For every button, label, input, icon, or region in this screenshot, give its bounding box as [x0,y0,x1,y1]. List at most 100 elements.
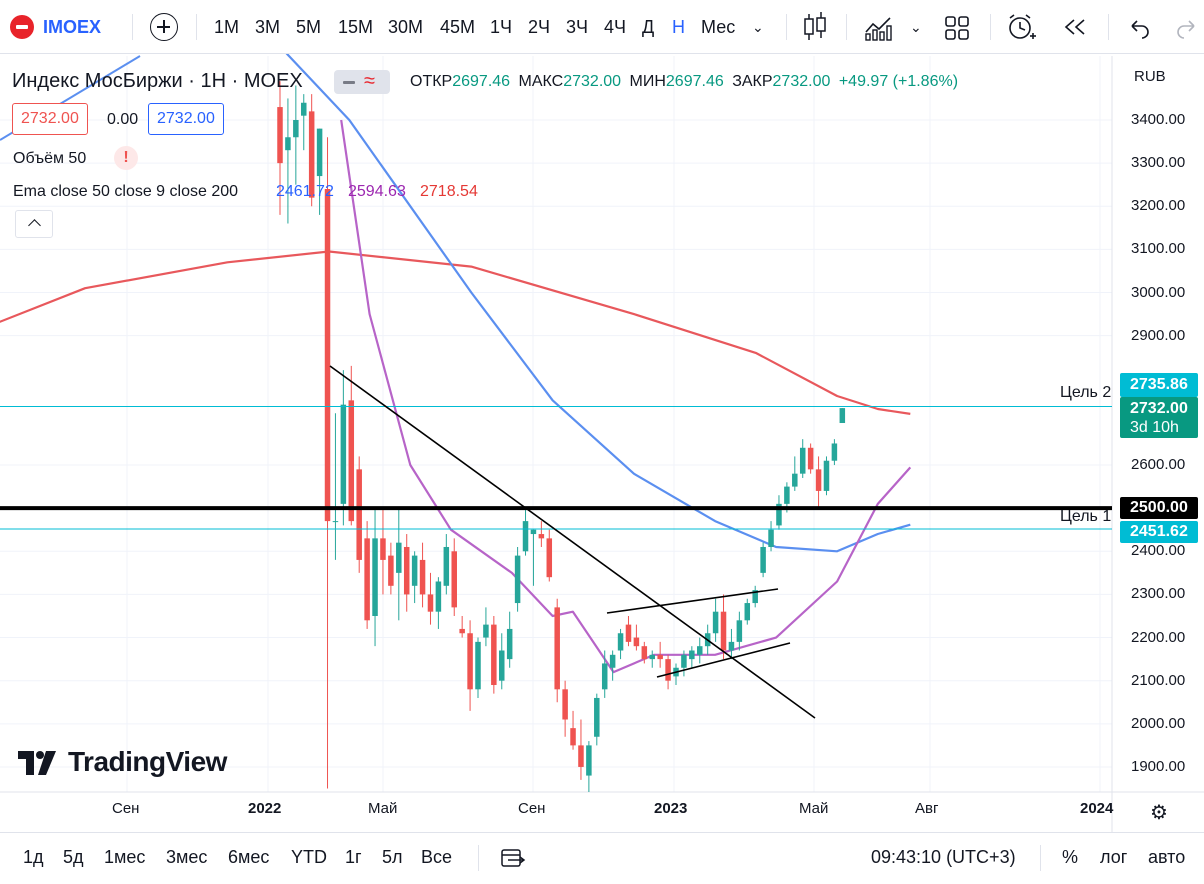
candle-body [657,654,663,660]
chart-mode-pill[interactable]: ≈ [334,70,390,94]
buy-button[interactable]: 2732.00 [148,103,224,135]
range-5[interactable]: YTD [291,847,327,867]
candles-style-icon[interactable] [800,10,830,44]
interval-4[interactable]: 30М [388,17,424,37]
time-axis-label: 2024 [1080,800,1114,817]
bottom-bar: 1д 5д 1мес 3мес 6мес YTD 1г 5л Все 09:43:10 (UTC… [0,832,1204,884]
change-value: +49.97 (+1.86%) [838,73,959,90]
interval-10[interactable]: Д [642,17,655,37]
candle-body [594,697,600,737]
candle-body [459,628,465,634]
warning-icon[interactable]: ! [114,146,138,170]
range-3[interactable]: 3мес [166,847,208,867]
close-label: ЗАКР [732,73,773,90]
volume-label[interactable]: Объём 50 [13,150,87,167]
alert-clock-icon[interactable] [1004,10,1038,44]
target2-label[interactable]: Цель 2 [1060,384,1112,401]
range-6[interactable]: 1г [345,847,362,867]
add-symbol-button[interactable] [150,13,178,41]
high-value: 2732.00 [563,73,622,90]
date-range-icon[interactable] [498,845,526,871]
ema200-line [0,250,911,415]
candle-body [760,546,766,573]
candle-body [403,546,410,595]
ema9-value: 2594.63 [348,183,406,200]
range-4[interactable]: 6мес [228,847,270,867]
interval-1[interactable]: 3М [255,17,281,37]
ema-label[interactable]: Ema close 50 close 9 close 200 [13,183,239,200]
candle-body [752,590,758,604]
interval-6[interactable]: 1Ч [490,17,513,37]
undo-icon[interactable] [1124,10,1154,44]
candle-body [435,581,442,612]
ema9-curve [340,119,912,674]
candle [388,542,394,595]
indicators-icon[interactable] [862,10,896,44]
candle-body [538,534,545,539]
interval-11[interactable]: Н [672,17,685,37]
price-chart[interactable] [0,0,1204,832]
candle [372,508,378,647]
candle-body [380,538,386,560]
candle-body [514,555,521,604]
candle [435,577,442,629]
candle [586,741,592,792]
price-axis-label: 2900.00 [1131,326,1186,344]
range-0[interactable]: 1д [23,847,44,867]
candle [823,456,830,496]
chevron-up-icon [28,219,41,232]
ema200-value: 2718.54 [420,183,478,200]
candle-body [799,447,806,474]
interval-12[interactable]: Мес [701,17,736,37]
candle-body [665,659,671,681]
candle-body [554,607,560,690]
auto-toggle[interactable]: авто [1148,847,1186,867]
interval-2[interactable]: 5М [296,17,322,37]
interval-9[interactable]: 4Ч [604,17,627,37]
candle-body [807,447,814,470]
candle [285,98,291,224]
range-2[interactable]: 1мес [104,847,146,867]
chevron-down-icon[interactable]: ⌄ [910,19,922,35]
log-toggle[interactable]: лог [1100,847,1128,867]
currency-label[interactable]: RUB [1134,68,1166,85]
interval-5[interactable]: 45М [440,17,476,37]
candle-body [372,538,378,616]
chart-title[interactable]: Индекс МосБиржи · 1Н · MOEX [12,70,303,92]
interval-0[interactable]: 1М [214,17,240,37]
interval-7[interactable]: 2Ч [528,17,551,37]
target1-label[interactable]: Цель 1 [1060,508,1112,525]
range-1[interactable]: 5д [63,847,84,867]
redo-icon[interactable] [1172,10,1202,44]
candle [649,650,655,668]
collapse-legend-button[interactable] [15,210,53,238]
candle [403,534,410,612]
range-7[interactable]: 5л [382,847,403,867]
chevron-down-icon[interactable]: ⌄ [752,19,764,35]
ema50-line [136,0,911,553]
candle-body [617,633,624,651]
time-axis-label: Авг [915,800,939,817]
candle [459,615,465,638]
candle [316,128,323,215]
interval-8[interactable]: 3Ч [566,17,589,37]
symbol-search[interactable]: IMOEX [10,14,101,40]
percent-toggle[interactable]: % [1062,847,1079,867]
candle [451,538,457,616]
clock-time[interactable]: 09:43:10 (UTC+3) [871,847,1016,867]
layout-grid-icon[interactable] [942,10,972,44]
candle-body [601,663,608,690]
interval-3[interactable]: 15М [338,17,374,37]
low-value: 2697.46 [665,73,724,90]
candle-body [443,546,450,586]
range-8[interactable]: Все [421,847,453,867]
candle-body [768,529,774,547]
candle [657,641,663,668]
settings-gear-icon[interactable]: ⚙ [1150,802,1168,824]
candle-body [839,408,846,424]
replay-icon[interactable] [1060,10,1090,44]
candle-body [776,503,782,526]
candle [712,598,719,642]
price-axis-label: 2000.00 [1131,714,1186,732]
sell-button[interactable]: 2732.00 [12,103,88,135]
